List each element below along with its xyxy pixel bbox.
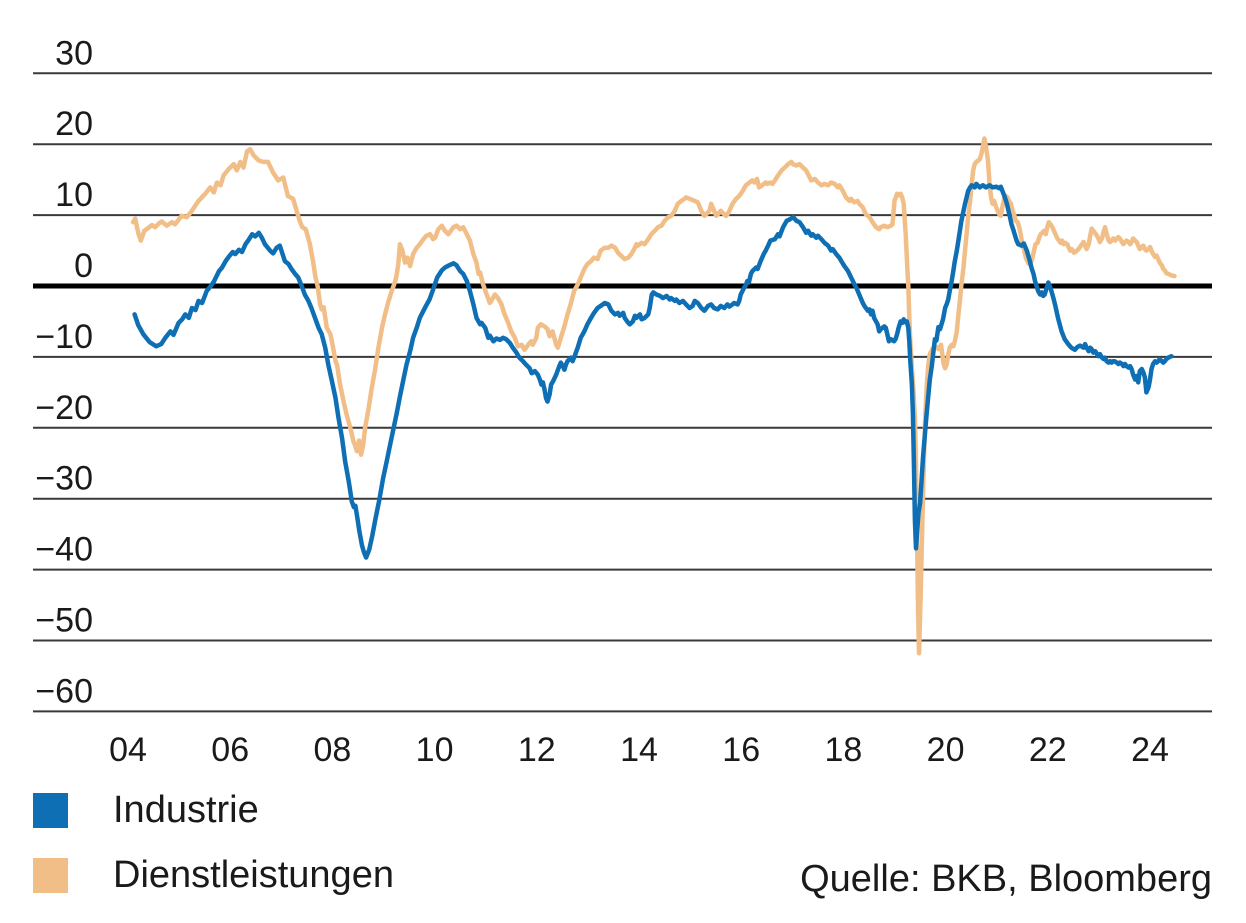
legend-item-industrie: Industrie xyxy=(33,789,259,831)
x-axis-label: 14 xyxy=(620,731,658,769)
x-axis-label: 24 xyxy=(1131,731,1169,769)
dienstleistungen-swatch-icon xyxy=(33,857,68,893)
legend-label-dienstleistungen: Dienstleistungen xyxy=(113,854,394,896)
x-axis-label: 22 xyxy=(1029,731,1067,769)
line-chart: 30 20 10 0 −10 −20 −30 −40 −50 −60 04 06 08 10 12 14 16 1… xyxy=(33,34,1212,769)
y-axis-label: −40 xyxy=(35,531,93,569)
y-axis-label: 20 xyxy=(55,105,93,143)
x-axis-label: 16 xyxy=(722,731,760,769)
x-axis-label: 10 xyxy=(416,731,454,769)
x-axis-label: 06 xyxy=(211,731,249,769)
series-industrie xyxy=(132,181,1174,560)
industrie-swatch-icon xyxy=(33,792,68,828)
y-axis-label: 0 xyxy=(74,247,93,285)
source-credit: Quelle: BKB, Bloomberg xyxy=(800,858,1212,900)
x-axis-label: 18 xyxy=(824,731,862,769)
y-axis-label: −50 xyxy=(35,602,93,640)
y-axis-label: 10 xyxy=(55,176,93,214)
series-dienstleistungen xyxy=(130,136,1177,656)
legend-item-dienstleistungen: Dienstleistungen xyxy=(33,854,394,896)
x-axis-label: 20 xyxy=(927,731,965,769)
x-axis-label: 08 xyxy=(313,731,351,769)
x-axis-label: 04 xyxy=(109,731,147,769)
legend-label-industrie: Industrie xyxy=(113,789,259,831)
x-axis-label: 12 xyxy=(518,731,556,769)
y-axis-label: 30 xyxy=(55,34,93,72)
y-axis-label: −60 xyxy=(35,672,93,710)
y-axis-label: −10 xyxy=(35,318,93,356)
y-axis-label: −20 xyxy=(35,389,93,427)
y-axis-label: −30 xyxy=(35,460,93,498)
